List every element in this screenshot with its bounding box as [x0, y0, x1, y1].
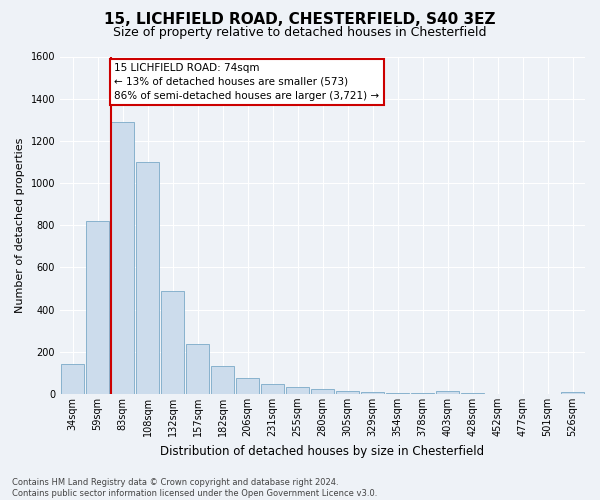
Bar — [361, 392, 384, 394]
Bar — [561, 392, 584, 394]
Bar — [411, 393, 434, 394]
X-axis label: Distribution of detached houses by size in Chesterfield: Distribution of detached houses by size … — [160, 444, 485, 458]
Y-axis label: Number of detached properties: Number of detached properties — [15, 138, 25, 313]
Bar — [186, 344, 209, 394]
Bar — [336, 390, 359, 394]
Bar — [86, 221, 109, 394]
Bar — [436, 391, 459, 394]
Text: Size of property relative to detached houses in Chesterfield: Size of property relative to detached ho… — [113, 26, 487, 39]
Bar — [286, 387, 309, 394]
Bar — [161, 290, 184, 394]
Bar — [261, 384, 284, 394]
Text: 15, LICHFIELD ROAD, CHESTERFIELD, S40 3EZ: 15, LICHFIELD ROAD, CHESTERFIELD, S40 3E… — [104, 12, 496, 28]
Bar — [61, 364, 84, 394]
Bar — [236, 378, 259, 394]
Bar — [311, 388, 334, 394]
Text: 15 LICHFIELD ROAD: 74sqm
← 13% of detached houses are smaller (573)
86% of semi-: 15 LICHFIELD ROAD: 74sqm ← 13% of detach… — [114, 63, 379, 101]
Bar — [211, 366, 234, 394]
Bar — [136, 162, 159, 394]
Text: Contains HM Land Registry data © Crown copyright and database right 2024.
Contai: Contains HM Land Registry data © Crown c… — [12, 478, 377, 498]
Bar — [386, 392, 409, 394]
Bar — [111, 122, 134, 394]
